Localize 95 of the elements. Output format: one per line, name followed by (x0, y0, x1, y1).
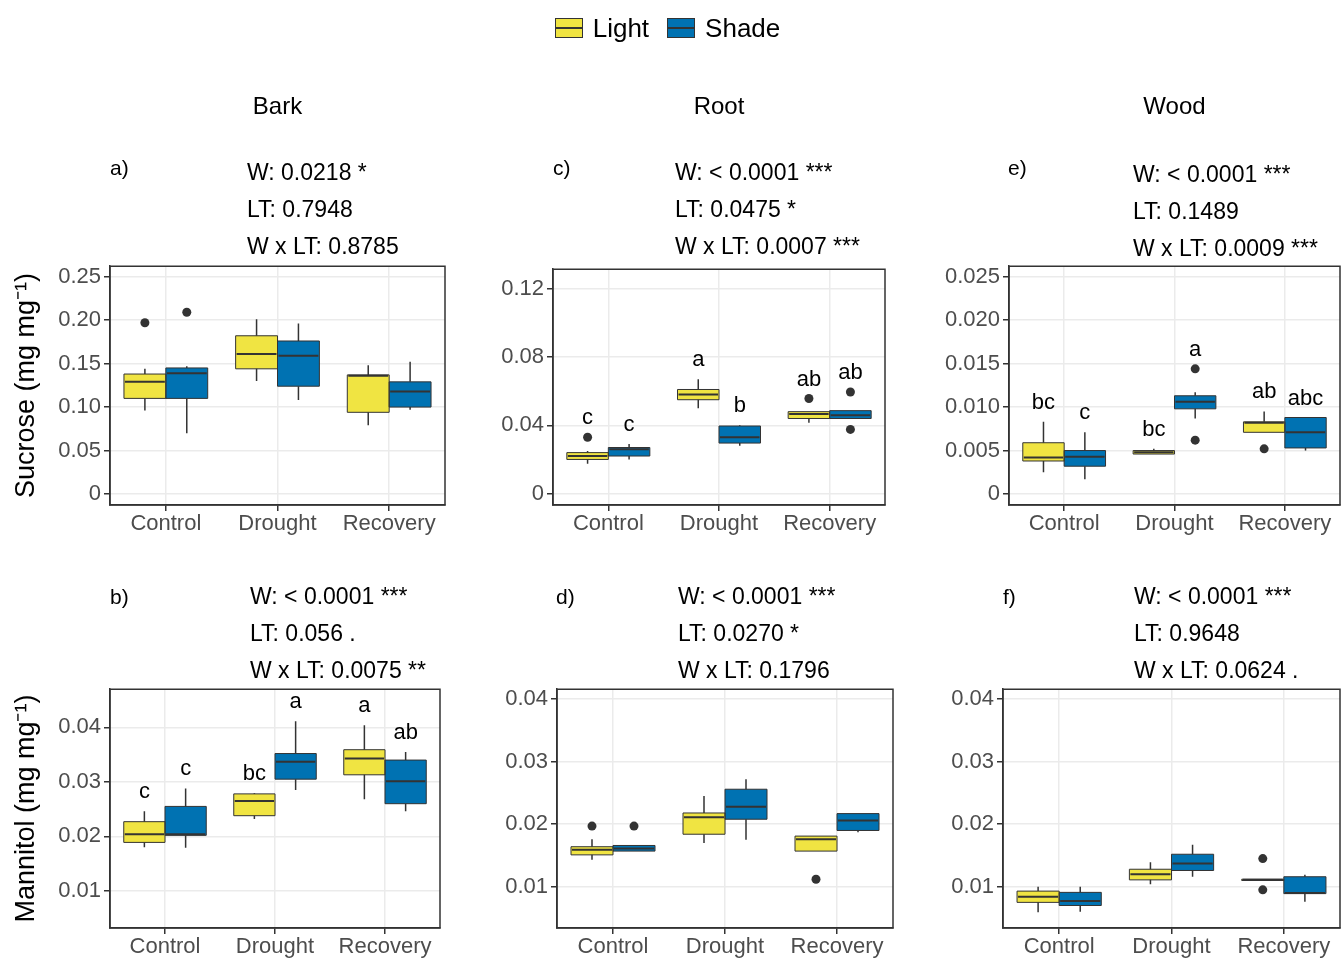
text: LT: 0.7948 (247, 196, 353, 223)
text: W x LT: 0.1796 (678, 657, 830, 684)
text: c) (553, 156, 571, 180)
x-tick-label: Control (130, 510, 202, 536)
text: b) (110, 585, 129, 609)
text: W x LT: 0.0009 *** (1133, 235, 1318, 262)
y-tick-label: 0.020 (944, 306, 1000, 332)
x-tick-label: Recovery (342, 510, 436, 536)
y-tick-label: 0.15 (58, 349, 101, 375)
x-tick-label: Control (572, 510, 644, 536)
x-tick-label: Control (1028, 510, 1100, 536)
annotation: c (180, 755, 192, 781)
y-tick-label: 0.02 (58, 822, 101, 848)
text: W: < 0.0001 *** (250, 583, 408, 610)
text: W: < 0.0001 *** (678, 583, 836, 610)
y-tick-label: 0.02 (951, 810, 994, 836)
y-tick-label: 0.010 (944, 393, 1000, 419)
x-tick-label: Recovery (783, 510, 877, 536)
y-tick-label: 0.04 (58, 713, 101, 739)
x-tick-label: Recovery (1238, 510, 1332, 536)
y-tick-label: 0 (987, 480, 1000, 506)
annotation: bc (1142, 415, 1166, 441)
y-tick-label: 0.04 (951, 685, 994, 711)
x-tick-label: Drought (685, 933, 765, 959)
annotation: ab (838, 359, 863, 385)
text: LT: 0.056 . (250, 620, 356, 647)
y-tick-label: 0.20 (58, 306, 101, 332)
text: LT: 0.9648 (1134, 620, 1240, 647)
legend-label: Light (592, 12, 650, 44)
x-tick-label: Drought (238, 510, 317, 536)
x-tick-label: Recovery (790, 933, 884, 959)
annotation: a (1189, 335, 1203, 361)
y-tick-label: 0.03 (951, 747, 994, 773)
y-axis-title: Sucrose (mg mg⁻¹) (9, 273, 40, 499)
annotation: c (1079, 399, 1091, 425)
annotation: ab (1251, 378, 1277, 404)
text: W: 0.0218 * (247, 159, 367, 186)
text: a) (110, 156, 129, 180)
x-tick-label: Recovery (338, 933, 432, 959)
annotation: ab (393, 718, 418, 744)
y-tick-label: 0.01 (951, 872, 994, 898)
text: W x LT: 0.8785 (247, 233, 399, 260)
y-tick-label: 0.04 (501, 411, 544, 437)
annotation: bc (1031, 388, 1056, 414)
y-tick-label: 0.005 (944, 436, 1000, 462)
text: e) (1008, 156, 1027, 180)
y-tick-label: 0 (88, 480, 101, 506)
y-tick-label: 0 (531, 479, 544, 505)
y-tick-label: 0.05 (58, 436, 101, 462)
annotation: a (692, 346, 706, 372)
y-tick-label: 0.03 (58, 767, 101, 793)
y-tick-label: 0.10 (58, 393, 101, 419)
annotation: c (582, 404, 594, 430)
text: LT: 0.1489 (1133, 198, 1239, 225)
x-tick-label: Control (577, 933, 649, 959)
text: W x LT: 0.0075 ** (250, 657, 426, 684)
x-tick-label: Control (1023, 933, 1095, 959)
legend-label: Shade (705, 12, 781, 44)
annotation: c (138, 778, 150, 804)
chart-title: Bark (251, 92, 304, 120)
y-tick-label: 0.04 (505, 685, 548, 711)
y-tick-label: 0.25 (58, 262, 101, 288)
text: d) (556, 585, 575, 609)
text: W x LT: 0.0007 *** (675, 233, 860, 260)
annotation: a (289, 688, 303, 714)
text: f) (1003, 585, 1016, 609)
y-tick-label: 0.01 (58, 876, 101, 902)
y-tick-label: 0.015 (944, 349, 1000, 375)
y-tick-label: 0.12 (501, 274, 544, 300)
x-tick-label: Drought (1132, 933, 1211, 959)
text: W: < 0.0001 *** (1133, 161, 1291, 188)
y-axis-title: Mannitol (mg mg⁻¹) (9, 694, 40, 923)
annotation: ab (796, 365, 822, 391)
annotation: b (733, 392, 746, 418)
text: W: < 0.0001 *** (1134, 583, 1292, 610)
chart-title: Wood (1142, 92, 1207, 120)
text: LT: 0.0475 * (675, 196, 797, 223)
x-tick-label: Drought (235, 933, 315, 959)
chart-title: Root (692, 92, 746, 120)
text: W: < 0.0001 *** (675, 159, 833, 186)
y-tick-label: 0.03 (505, 747, 548, 773)
text: LT: 0.0270 * (678, 620, 800, 647)
y-tick-label: 0.08 (501, 343, 544, 369)
annotation: c (623, 411, 635, 437)
annotation: a (358, 692, 372, 718)
y-tick-label: 0.025 (944, 262, 1000, 288)
y-tick-label: 0.02 (505, 810, 548, 836)
annotation: bc (242, 760, 266, 786)
x-tick-label: Drought (679, 510, 759, 536)
annotation: abc (1287, 384, 1324, 410)
text: W x LT: 0.0624 . (1134, 657, 1299, 684)
x-tick-label: Control (129, 933, 201, 959)
y-tick-label: 0.01 (505, 872, 548, 898)
x-tick-label: Recovery (1237, 933, 1331, 959)
x-tick-label: Drought (1135, 510, 1214, 536)
